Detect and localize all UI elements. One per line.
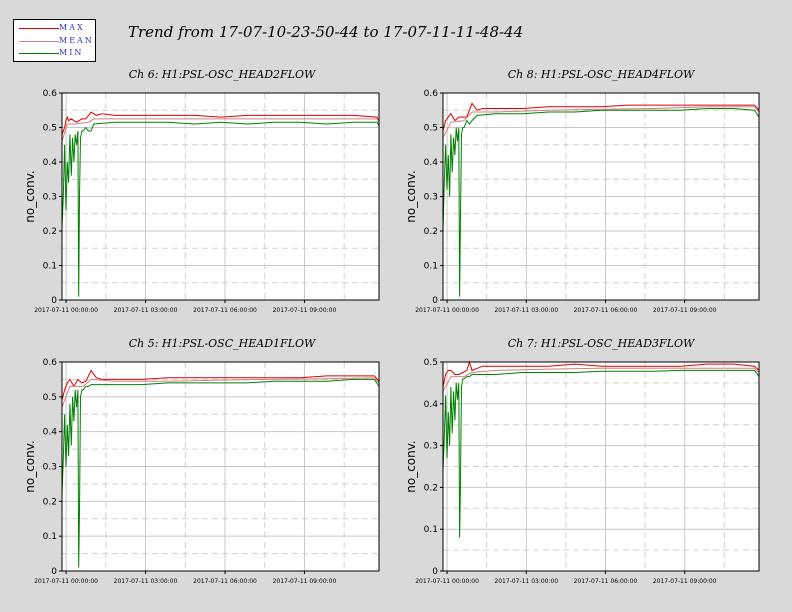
page-title: Trend from 17-07-10-23-50-44 to 17-07-11… [128, 23, 524, 41]
series-line-mean [442, 367, 760, 392]
y-axis-label: no_conv. [404, 440, 418, 492]
legend-item-max: MAX [14, 23, 95, 35]
chart-panel-2: 0 0.1 0.2 0.3 0.4 0.5 0.6 2017-07-11 00:00:00 20… [404, 68, 760, 314]
y-tick-label: 0.5 [43, 124, 57, 134]
chart-panel-3: 0 0.1 0.2 0.3 0.4 0.5 0.6 2017-07-11 00:00:00 20… [23, 337, 380, 585]
y-tick-label: 0.1 [43, 262, 57, 272]
legend-item-min: MIN [14, 48, 95, 60]
y-tick-label: 0.3 [43, 193, 57, 203]
x-tick-label: 2017-07-11 00:00:00 [415, 578, 479, 585]
y-tick-label: 0.4 [43, 428, 58, 438]
y-tick-label: 0.2 [424, 227, 438, 237]
legend-label-mean: MEAN [59, 36, 94, 45]
chart-panel-1: 0 0.1 0.2 0.3 0.4 0.5 0.6 2017-07-11 00:00:00 20… [23, 68, 380, 314]
legend-item-mean: MEAN [14, 36, 95, 48]
chart-panel-4: 0 0.1 0.2 0.3 0.4 0.5 2017-07-11 00:00:00 2017-… [404, 337, 760, 585]
y-tick-label: 0.5 [43, 393, 57, 403]
y-tick-label: 0.3 [424, 442, 438, 452]
y-tick-label: 0.2 [424, 483, 438, 493]
legend-label-max: MAX [59, 23, 85, 32]
y-tick-label: 0.3 [424, 193, 438, 203]
y-tick-label: 0 [51, 567, 57, 577]
y-tick-label: 0.1 [424, 262, 438, 272]
chart-title: Ch 8: H1:PSL-OSC_HEAD4FLOW [508, 68, 696, 81]
series-line-mean [442, 106, 760, 139]
series-line-min [442, 369, 760, 538]
series-line-max [442, 102, 760, 132]
chart-title: Ch 7: H1:PSL-OSC_HEAD3FLOW [508, 337, 696, 350]
chart-title: Ch 6: H1:PSL-OSC_HEAD2FLOW [129, 68, 317, 81]
x-tick-label: 2017-07-11 09:00:00 [653, 307, 717, 314]
y-tick-label: 0.2 [43, 497, 57, 507]
x-tick-label: 2017-07-11 00:00:00 [34, 578, 98, 585]
legend: MAX MEAN MIN [13, 19, 96, 62]
series-line-max [61, 369, 380, 401]
y-tick-label: 0 [432, 567, 438, 577]
legend-swatch-mean [19, 41, 59, 42]
series-line-min [442, 108, 760, 297]
y-tick-label: 0.4 [424, 158, 439, 168]
x-tick-label: 2017-07-11 06:00:00 [193, 307, 257, 314]
series-line-min [61, 121, 380, 297]
chart-title: Ch 5: H1:PSL-OSC_HEAD1FLOW [129, 337, 317, 350]
plot-area [443, 362, 759, 571]
x-tick-label: 2017-07-11 06:00:00 [574, 307, 638, 314]
x-tick-label: 2017-07-11 06:00:00 [193, 578, 257, 585]
y-tick-label: 0.1 [43, 532, 57, 542]
x-tick-label: 2017-07-11 03:00:00 [494, 578, 558, 585]
legend-label-min: MIN [59, 48, 84, 57]
series-line-mean [61, 377, 380, 408]
y-axis-label: no_conv. [404, 170, 418, 222]
y-tick-label: 0.4 [43, 158, 58, 168]
y-tick-label: 0.4 [424, 400, 439, 410]
y-tick-label: 0.1 [424, 525, 438, 535]
y-tick-label: 0.6 [43, 358, 58, 368]
y-tick-label: 0.5 [424, 124, 438, 134]
y-tick-label: 0 [432, 296, 438, 306]
x-tick-label: 2017-07-11 03:00:00 [494, 307, 558, 314]
series-line-mean [61, 118, 380, 142]
plot-frame [442, 361, 760, 572]
x-tick-label: 2017-07-11 09:00:00 [653, 578, 717, 585]
y-axis-label: no_conv. [23, 440, 37, 492]
y-tick-label: 0.5 [424, 358, 438, 368]
x-tick-label: 2017-07-11 03:00:00 [114, 578, 178, 585]
y-tick-label: 0.2 [43, 227, 57, 237]
x-tick-label: 2017-07-11 00:00:00 [415, 307, 479, 314]
x-tick-label: 2017-07-11 00:00:00 [34, 307, 98, 314]
series-line-min [61, 378, 380, 568]
x-tick-label: 2017-07-11 06:00:00 [574, 578, 638, 585]
x-tick-label: 2017-07-11 09:00:00 [273, 578, 337, 585]
x-tick-label: 2017-07-11 09:00:00 [273, 307, 337, 314]
y-tick-label: 0.3 [43, 463, 57, 473]
x-tick-label: 2017-07-11 03:00:00 [114, 307, 178, 314]
y-axis-label: no_conv. [23, 170, 37, 222]
legend-swatch-max [19, 28, 59, 29]
series-line-max [61, 111, 380, 135]
y-tick-label: 0.6 [424, 89, 439, 99]
series-line-max [442, 360, 760, 388]
y-tick-label: 0 [51, 296, 57, 306]
y-tick-label: 0.6 [43, 89, 58, 99]
legend-swatch-min [19, 53, 59, 54]
